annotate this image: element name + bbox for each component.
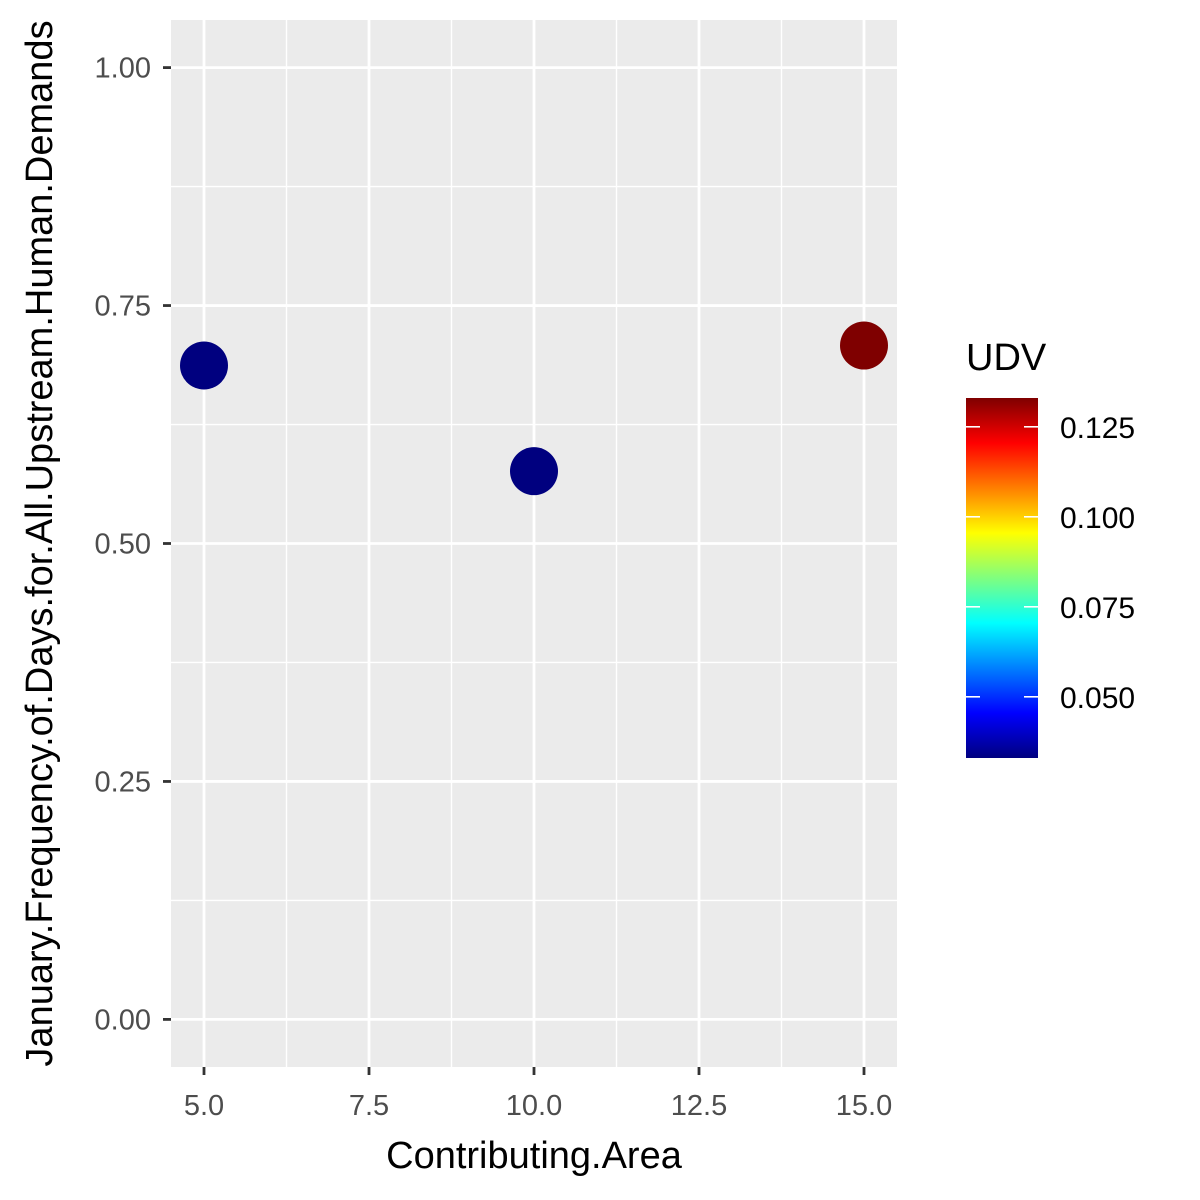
data-points (180, 321, 888, 496)
colorbar (966, 398, 1038, 758)
y-tick-label: 0.75 (95, 291, 151, 323)
data-point (180, 341, 228, 390)
colorbar-tick-label: 0.075 (1060, 592, 1135, 625)
color-legend: UDV 0.050 0.075 0.100 0.125 (966, 337, 1135, 758)
y-axis: 0.00 0.25 0.50 0.75 1.00 (95, 53, 171, 1036)
legend-title: UDV (966, 337, 1047, 379)
y-axis-title: January.Frequency.of.Days.for.All.Upstre… (19, 20, 61, 1066)
x-axis: 5.0 7.5 10.0 12.5 15.0 (184, 1067, 892, 1122)
x-tick-label: 5.0 (184, 1090, 224, 1122)
y-tick-label: 0.50 (95, 529, 151, 561)
x-tick-label: 10.0 (506, 1090, 562, 1122)
colorbar-tick-label: 0.125 (1060, 412, 1135, 445)
y-tick-label: 0.25 (95, 766, 151, 798)
data-point (510, 447, 558, 496)
x-tick-label: 15.0 (836, 1090, 892, 1122)
major-gridlines (171, 20, 897, 1067)
y-tick-label: 0.00 (95, 1004, 151, 1036)
x-axis-title: Contributing.Area (386, 1135, 683, 1177)
colorbar-tick-label: 0.100 (1060, 502, 1135, 535)
x-tick-label: 7.5 (349, 1090, 389, 1122)
y-tick-label: 1.00 (95, 53, 151, 85)
colorbar-ticks: 0.050 0.075 0.100 0.125 (966, 412, 1135, 715)
x-tick-label: 12.5 (671, 1090, 727, 1122)
colorbar-tick-label: 0.050 (1060, 682, 1135, 715)
data-point (840, 321, 888, 370)
